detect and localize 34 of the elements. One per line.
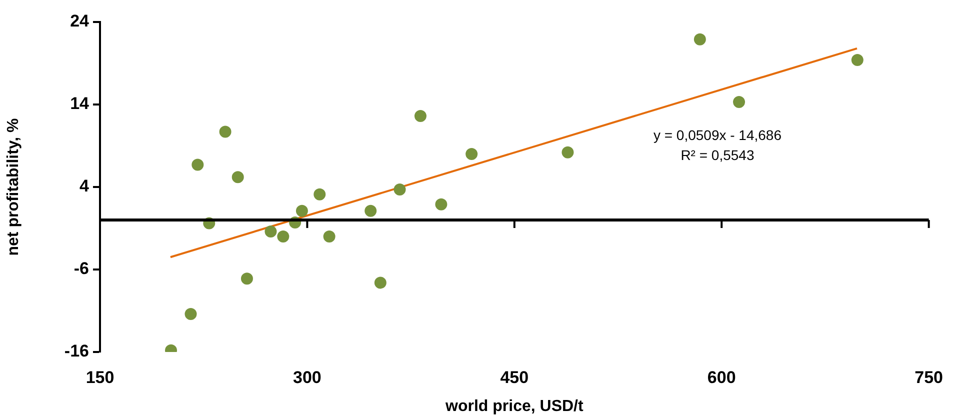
point — [277, 230, 290, 242]
x-tick-label: 600 — [707, 368, 736, 387]
x-tick-label: 300 — [293, 368, 322, 387]
x-tick-label: 450 — [500, 368, 529, 387]
point — [562, 146, 574, 158]
point — [394, 183, 406, 196]
point — [851, 54, 864, 66]
y-axis-title: net profitability, % — [5, 118, 22, 256]
point — [414, 110, 426, 122]
point — [219, 126, 232, 138]
y-tick-label: -6 — [74, 259, 89, 278]
point — [733, 96, 746, 108]
point — [264, 226, 277, 238]
y-tick-label: 4 — [80, 176, 90, 196]
x-tick-label: 750 — [914, 368, 944, 387]
annotation: R² = 0,5543 — [680, 146, 754, 163]
x-tick-label: 150 — [86, 368, 114, 387]
point — [296, 204, 308, 217]
point — [192, 158, 204, 171]
point — [240, 272, 253, 285]
point — [466, 148, 478, 160]
point — [314, 188, 326, 200]
point — [184, 308, 197, 320]
y-tick-label: 14 — [70, 94, 90, 114]
point — [232, 171, 244, 184]
point — [435, 198, 448, 210]
annotation: y = 0,0509x - 14,686 — [653, 126, 782, 143]
point — [374, 276, 386, 289]
x-axis-title: world price, USD/t — [444, 398, 584, 415]
point — [694, 33, 706, 46]
point — [364, 204, 377, 217]
point — [323, 230, 336, 242]
y-tick-label: -16 — [64, 342, 89, 361]
y-tick-label: 24 — [70, 12, 90, 31]
